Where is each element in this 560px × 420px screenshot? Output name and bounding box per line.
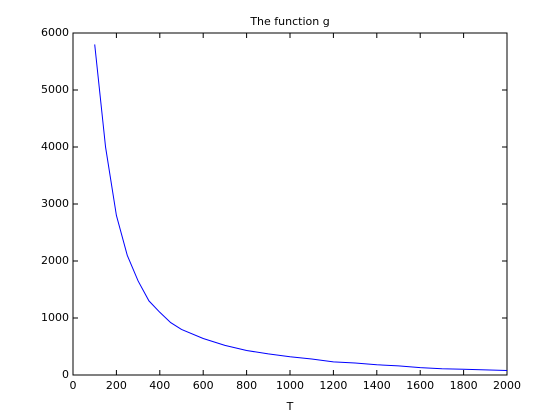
x-tick-label: 1600: [406, 379, 434, 392]
x-tick-label: 2000: [493, 379, 521, 392]
x-tick-label: 200: [106, 379, 127, 392]
x-tick-label: 1200: [319, 379, 347, 392]
x-tick-label: 1000: [276, 379, 304, 392]
y-tick-label: 0: [62, 368, 69, 381]
x-tick-label: 800: [236, 379, 257, 392]
y-tick-label: 2000: [41, 254, 69, 267]
x-tick-label: 1400: [363, 379, 391, 392]
y-tick-label: 1000: [41, 311, 69, 324]
line-series: [94, 44, 508, 371]
plot-frame: [72, 32, 508, 376]
y-tick-label: 3000: [41, 197, 69, 210]
x-tick-label: 400: [149, 379, 170, 392]
y-tick-label: 6000: [41, 26, 69, 39]
x-axis-label: T: [286, 400, 294, 413]
y-tick-label: 4000: [41, 140, 69, 153]
chart-title: The function g: [249, 15, 329, 28]
y-tick-label: 5000: [41, 83, 69, 96]
x-tick-label: 0: [70, 379, 77, 392]
x-tick-label: 600: [193, 379, 214, 392]
x-tick-label: 1800: [450, 379, 478, 392]
